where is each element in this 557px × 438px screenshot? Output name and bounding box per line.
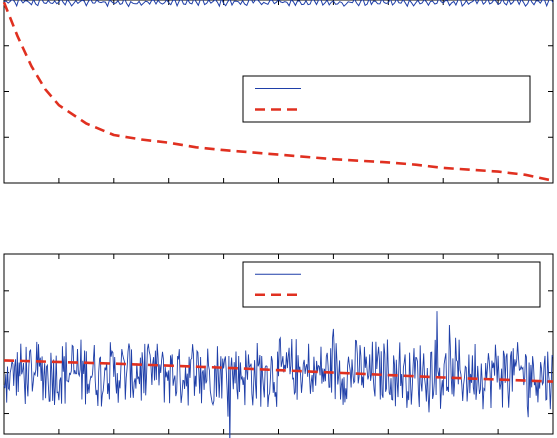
- legend-box-2: [242, 261, 541, 308]
- series-2-2-line: [3, 359, 554, 383]
- series-1-1-line: [3, 0, 554, 8]
- series-2-1-line: [3, 311, 554, 438]
- legend-box-1: [242, 75, 531, 123]
- series-1-2-line: [2, 1, 554, 182]
